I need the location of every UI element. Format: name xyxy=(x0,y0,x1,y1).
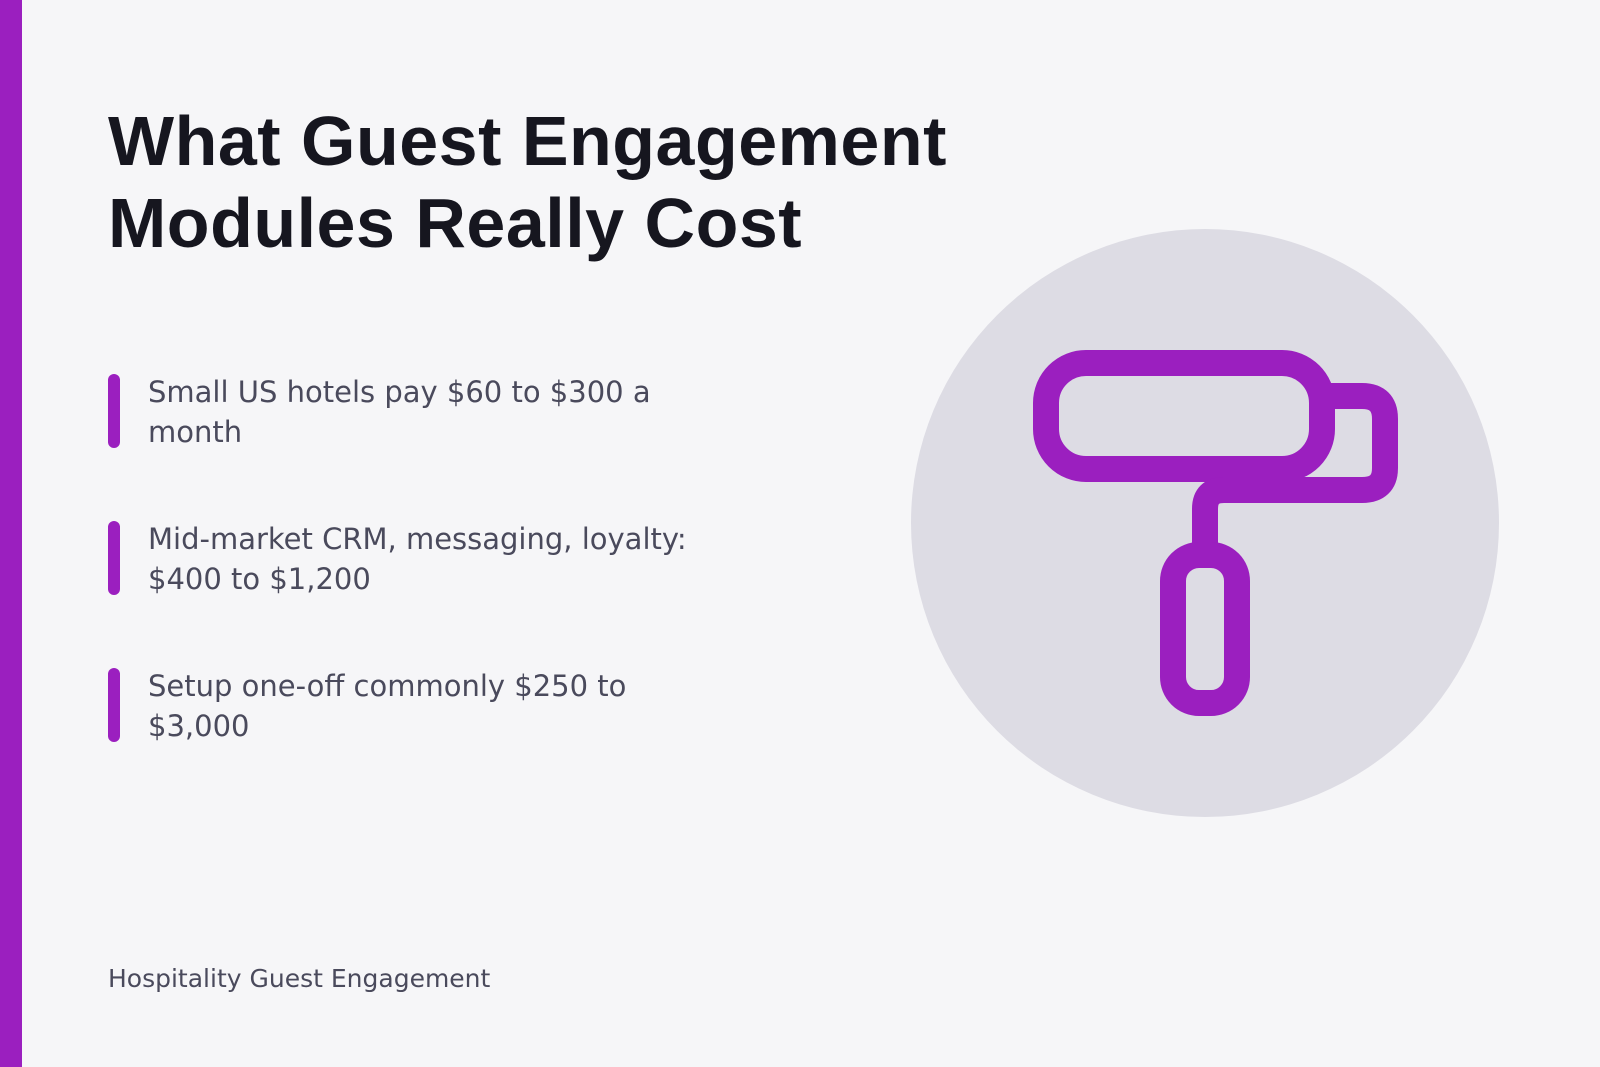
bullet-text: Small US hotels pay $60 to $300 a month xyxy=(148,375,651,449)
bullet-mark xyxy=(108,668,120,742)
bullet-text: Setup one-off commonly $250 to $3,000 xyxy=(148,669,627,743)
bullet-mark xyxy=(108,521,120,595)
paint-roller-icon xyxy=(1033,350,1398,716)
title: What Guest Engagement Modules Really Cos… xyxy=(108,102,947,262)
footer: Hospitality Guest Engagement xyxy=(108,964,491,993)
icon-circle xyxy=(911,229,1499,817)
accent-bar xyxy=(0,0,22,1067)
bullet-mark xyxy=(108,374,120,448)
bullet-text: Mid-market CRM, messaging, loyalty: $400… xyxy=(148,522,687,596)
